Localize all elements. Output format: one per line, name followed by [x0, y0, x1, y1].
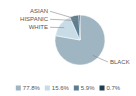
legend-swatch [16, 86, 21, 91]
leader-line [50, 11, 80, 20]
pie-slice [79, 15, 80, 40]
leader-line [93, 55, 108, 62]
legend-label: 0.7% [107, 85, 121, 91]
slice-label: ASIAN [30, 8, 48, 14]
leader-line [50, 19, 75, 20]
leader-line [50, 27, 64, 28]
slice-label: BLACK [110, 59, 130, 65]
legend-swatch [74, 86, 79, 91]
slice-label: HISPANIC [20, 16, 49, 22]
slice-labels: BLACK WHITE HISPANIC ASIAN [20, 8, 130, 65]
legend-label: 5.9% [81, 85, 95, 91]
legend: 77.8% 15.6% 5.9% 0.7% [16, 85, 121, 91]
legend-swatch [45, 86, 50, 91]
chart: BLACK WHITE HISPANIC ASIAN 77.8% 15.6% 5.9% 0.7… [0, 0, 136, 96]
legend-label: 15.6% [52, 85, 70, 91]
slice-label: WHITE [29, 24, 48, 30]
legend-label: 77.8% [23, 85, 41, 91]
legend-swatch [100, 86, 105, 91]
